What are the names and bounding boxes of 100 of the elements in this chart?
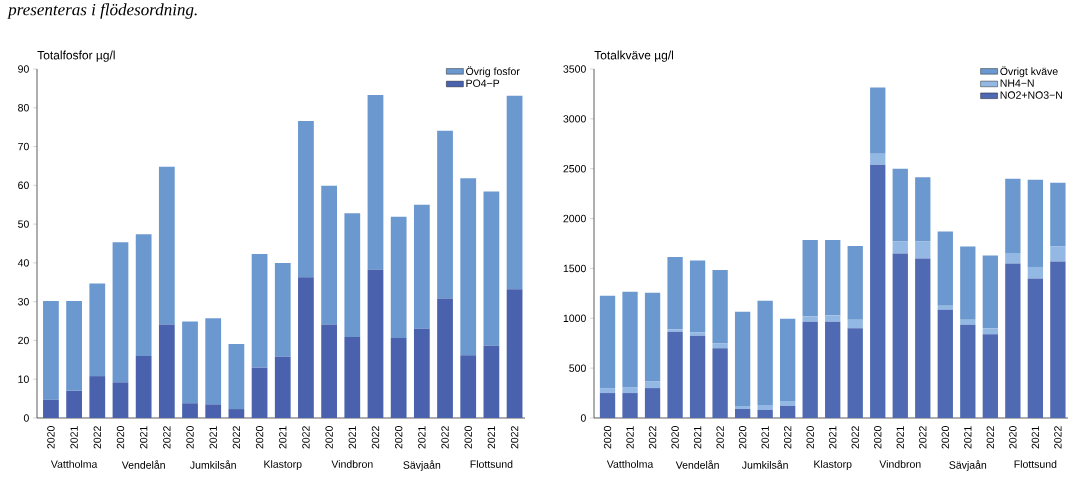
bar bbox=[89, 376, 106, 418]
text: Vindbron bbox=[331, 460, 373, 468]
bar bbox=[825, 321, 841, 418]
y-tick-label: 3000 bbox=[563, 115, 586, 123]
bar bbox=[506, 95, 523, 290]
bar bbox=[1027, 278, 1044, 418]
x-tick-label: 2022 bbox=[716, 426, 724, 449]
bar bbox=[847, 328, 863, 418]
x-tick-label: 2022 bbox=[371, 426, 380, 449]
x-tick-label: 2020 bbox=[255, 426, 264, 449]
legend-label: PO4−P bbox=[466, 79, 500, 87]
x-tick-label: 2021 bbox=[828, 426, 837, 449]
bar bbox=[135, 234, 152, 356]
text: Vendelån bbox=[675, 460, 719, 469]
y-tick-label: 0 bbox=[580, 414, 586, 422]
x-tick-label: 2020 bbox=[116, 426, 125, 449]
bar bbox=[644, 292, 661, 382]
bar bbox=[367, 269, 384, 418]
bar bbox=[757, 300, 773, 406]
x-tick-label: 2022 bbox=[783, 426, 792, 449]
bar bbox=[644, 381, 661, 389]
bar bbox=[390, 338, 407, 418]
bar bbox=[847, 245, 863, 320]
bar bbox=[1050, 261, 1066, 418]
x-tick-label: 2022 bbox=[302, 426, 310, 449]
bar bbox=[367, 94, 384, 270]
text: Sävjaån bbox=[949, 460, 987, 471]
chart-title: presenteras i flödesordning. bbox=[7, 3, 197, 19]
legend-label: NO2+NO3−N bbox=[1000, 91, 1062, 99]
y-tick-label: 20 bbox=[18, 336, 29, 345]
y-tick-label: 60 bbox=[18, 181, 29, 190]
y-tick-label: 80 bbox=[18, 104, 29, 112]
x-tick-label: 2021 bbox=[693, 426, 702, 449]
y-tick-label: 50 bbox=[18, 220, 29, 228]
bar bbox=[892, 241, 908, 254]
bar bbox=[205, 404, 222, 418]
bar bbox=[960, 324, 976, 418]
text: Vendelån bbox=[121, 460, 165, 469]
bar bbox=[622, 393, 638, 418]
bar bbox=[712, 269, 728, 344]
x-tick-label: 2021 bbox=[761, 426, 769, 449]
bar bbox=[182, 403, 198, 418]
bar bbox=[1050, 246, 1066, 262]
y-tick-label: 0 bbox=[23, 414, 29, 422]
bar bbox=[622, 291, 638, 388]
text: Klastorp bbox=[264, 460, 302, 470]
bar bbox=[937, 309, 953, 418]
bar bbox=[712, 343, 728, 349]
bar bbox=[982, 255, 998, 329]
bar bbox=[182, 321, 198, 404]
x-tick-label: 2020 bbox=[806, 426, 814, 449]
bar bbox=[321, 324, 337, 418]
bar bbox=[870, 153, 886, 165]
x-tick-label: 2021 bbox=[418, 426, 426, 449]
x-tick-label: 2021 bbox=[348, 426, 357, 449]
bar bbox=[915, 241, 931, 259]
bar bbox=[413, 204, 430, 329]
y-tick-label: 70 bbox=[18, 142, 29, 151]
bar bbox=[437, 298, 453, 418]
x-tick-label: 2022 bbox=[1054, 426, 1062, 449]
bar bbox=[870, 164, 886, 418]
bar bbox=[437, 130, 453, 299]
bar bbox=[757, 410, 773, 418]
bar bbox=[870, 87, 886, 154]
bar bbox=[780, 406, 796, 418]
bar bbox=[734, 409, 751, 418]
bar bbox=[1005, 178, 1021, 253]
x-tick-label: 2022 bbox=[851, 426, 859, 449]
bar bbox=[506, 289, 523, 418]
bar bbox=[413, 328, 430, 418]
bar bbox=[274, 356, 291, 418]
text: Jumkilsån bbox=[741, 460, 788, 469]
bar bbox=[251, 367, 268, 418]
text: Sävjaån bbox=[403, 460, 441, 471]
x-tick-label: 2020 bbox=[603, 426, 612, 449]
bar bbox=[802, 240, 818, 317]
bar bbox=[599, 295, 616, 389]
bar bbox=[390, 216, 407, 339]
bar bbox=[825, 240, 841, 316]
x-tick-label: 2021 bbox=[964, 426, 972, 449]
bar bbox=[344, 336, 361, 418]
bar bbox=[757, 405, 773, 411]
bar bbox=[43, 399, 59, 418]
bar bbox=[982, 328, 998, 335]
bar bbox=[667, 329, 683, 332]
x-tick-label: 2020 bbox=[464, 426, 472, 449]
bar bbox=[135, 355, 152, 418]
bar bbox=[344, 213, 361, 337]
text: Vindbron bbox=[879, 460, 921, 468]
x-tick-label: 2022 bbox=[163, 426, 171, 449]
bar bbox=[689, 332, 706, 336]
bar bbox=[460, 355, 477, 418]
bar bbox=[1050, 182, 1066, 247]
bar bbox=[915, 177, 931, 242]
bar bbox=[982, 334, 998, 418]
bar bbox=[112, 242, 129, 383]
x-tick-label: 2020 bbox=[671, 426, 679, 449]
y-axis-title: Totalkväve µg/l bbox=[594, 50, 674, 62]
bar bbox=[483, 191, 500, 346]
x-tick-label: 2021 bbox=[487, 426, 496, 449]
